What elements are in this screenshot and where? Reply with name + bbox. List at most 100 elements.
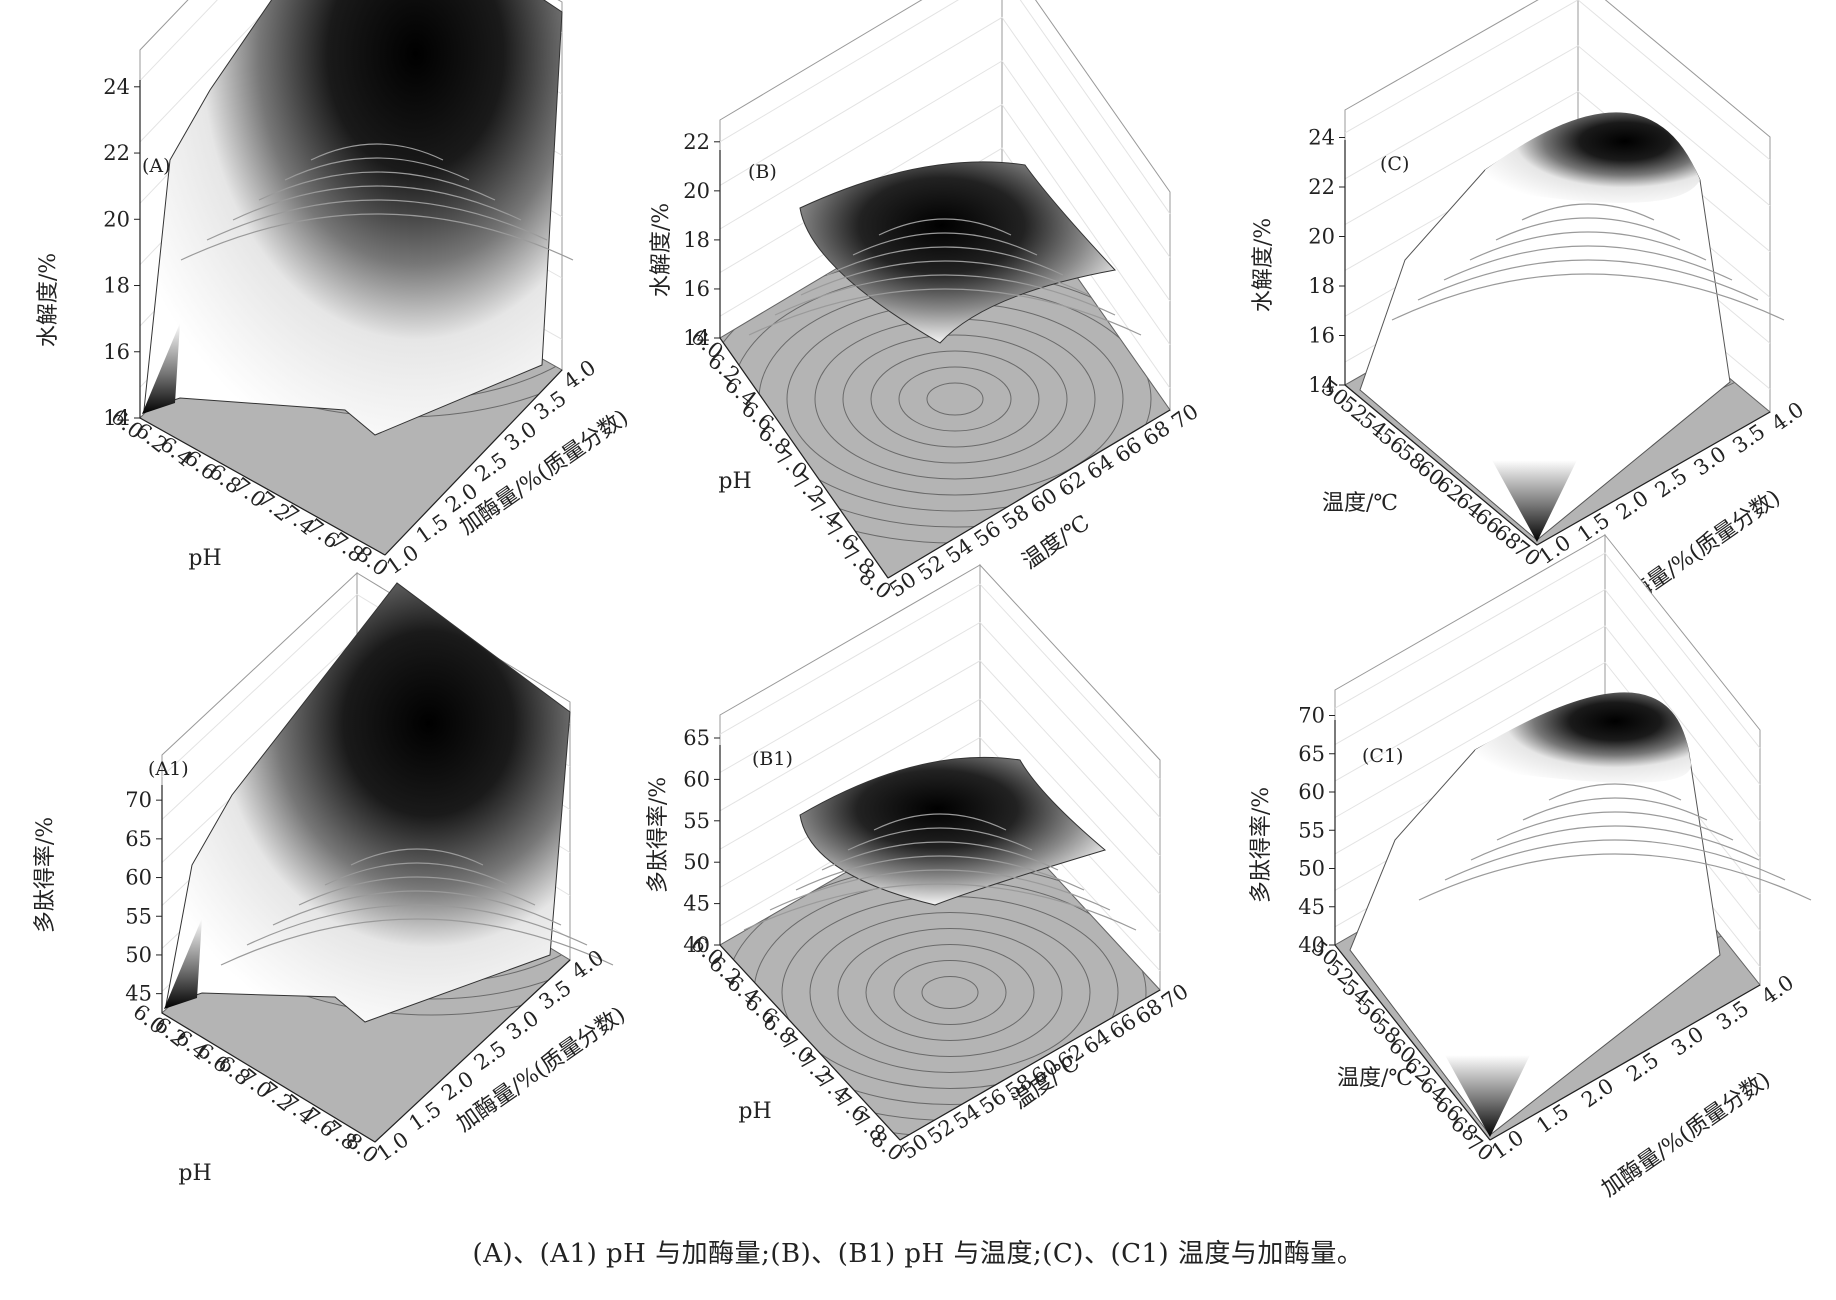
z-tick-label: 24 xyxy=(1308,126,1335,150)
floor-contour xyxy=(837,928,1063,1057)
surface-contour xyxy=(1443,245,1733,281)
z-tick-label: 24 xyxy=(103,75,130,99)
z-tick-label: 65 xyxy=(683,726,710,750)
z-tick-label: 70 xyxy=(125,788,152,812)
wall-gridline xyxy=(1344,0,1771,161)
surface-contour xyxy=(206,199,548,241)
z-tick-label: 16 xyxy=(1308,324,1335,348)
surface-left-edge xyxy=(142,323,180,414)
surface-valley xyxy=(1492,460,1577,542)
surface-contour xyxy=(1417,259,1759,301)
y-axis-line xyxy=(887,409,1171,579)
surface-contour xyxy=(310,143,444,161)
surface-peak-shading xyxy=(1475,692,1691,783)
floor-contour xyxy=(921,976,979,1009)
z-tick-label: 22 xyxy=(1308,175,1335,199)
y-axis-line xyxy=(1489,984,1761,1141)
response-surface xyxy=(799,161,1116,344)
wall-gridline xyxy=(719,147,1171,389)
wall-gridline xyxy=(719,583,1161,780)
surface-contour xyxy=(350,848,484,866)
x-axis-line xyxy=(139,417,386,556)
z-axis-title: 水解度/% xyxy=(36,253,61,347)
y-tick-label: 70 xyxy=(1167,399,1203,434)
surface-contour xyxy=(298,876,536,906)
surface-contour xyxy=(800,260,1090,296)
z-tick-label: 14 xyxy=(683,326,710,350)
surface-contour xyxy=(873,813,1007,831)
x-axis-line xyxy=(1344,384,1538,546)
z-tick-label: 45 xyxy=(683,892,710,916)
surface-left-edge xyxy=(164,918,202,1009)
floor-contour xyxy=(926,382,984,416)
surface-contour xyxy=(1495,217,1681,241)
panel-label: (B) xyxy=(748,161,777,183)
floor-contour xyxy=(809,912,1091,1073)
surface-contour xyxy=(1521,203,1655,221)
wall-gridline xyxy=(1334,588,1761,785)
surface-contour xyxy=(1548,783,1682,801)
surface-contour xyxy=(180,213,574,261)
z-tick-label: 50 xyxy=(125,943,152,967)
surface-contour xyxy=(826,246,1064,276)
z-tick-label: 55 xyxy=(1298,818,1325,842)
z-tick-label: 45 xyxy=(125,982,152,1006)
surface-contour xyxy=(1469,231,1707,261)
panel-b1: 4045505560656.06.26.46.66.87.07.27.47.67… xyxy=(646,563,1193,1166)
wall-gridline xyxy=(1344,90,1771,252)
panel-label: (A1) xyxy=(148,758,189,780)
panel-label: (A) xyxy=(142,155,171,177)
x-axis-title: 温度/℃ xyxy=(1337,1066,1413,1091)
surface-contour xyxy=(258,171,496,201)
wall-gridline xyxy=(719,0,1171,215)
panel-label: (C1) xyxy=(1362,745,1403,767)
floor-contour xyxy=(865,944,1035,1041)
z-tick-label: 16 xyxy=(683,277,710,301)
z-tick-label: 65 xyxy=(1298,742,1325,766)
x-axis-line xyxy=(719,944,901,1141)
surface-peak-shading xyxy=(1485,112,1700,203)
response-surface xyxy=(165,582,571,1023)
surface-contour xyxy=(743,883,1137,931)
surface-contour xyxy=(1522,797,1708,821)
wall-gridline xyxy=(1334,625,1761,822)
surface-contour xyxy=(246,904,588,946)
z-tick-label: 45 xyxy=(1298,895,1325,919)
panel-a: 1416182022246.06.26.46.66.87.07.27.47.67… xyxy=(36,0,633,581)
z-tick-label: 14 xyxy=(103,406,130,430)
z-tick-label: 60 xyxy=(125,866,152,890)
surface-contour xyxy=(232,185,522,221)
z-tick-label: 60 xyxy=(683,767,710,791)
z-tick-label: 70 xyxy=(1298,704,1325,728)
y-axis-line xyxy=(374,959,571,1143)
surface-contour xyxy=(1470,825,1760,861)
z-axis-title: 多肽得率/% xyxy=(33,817,58,933)
wall-gridline xyxy=(719,698,1161,895)
response-surface xyxy=(143,0,563,436)
z-axis-title: 多肽得率/% xyxy=(646,777,671,893)
figure-caption: (A)、(A1) pH 与加酶量;(B)、(B1) pH 与温度;(C)、(C1… xyxy=(472,1239,1364,1269)
z-tick-label: 55 xyxy=(683,809,710,833)
y-tick-label: 4.0 xyxy=(559,355,600,394)
z-tick-label: 40 xyxy=(1298,933,1325,957)
panel-label: (C) xyxy=(1380,153,1409,175)
z-tick-label: 22 xyxy=(683,130,710,154)
surface-contour xyxy=(1391,273,1785,321)
surface-contour xyxy=(748,288,1142,336)
wall-gridline xyxy=(719,660,1161,857)
surface-contour xyxy=(847,827,1033,851)
z-tick-label: 50 xyxy=(683,850,710,874)
panel-a1: 4550556065706.06.26.46.66.87.07.27.47.67… xyxy=(33,571,630,1186)
x-axis-line xyxy=(1334,944,1491,1141)
z-tick-label: 20 xyxy=(103,207,130,231)
surface-contour xyxy=(1496,811,1734,841)
panel-label: (B1) xyxy=(752,748,793,770)
x-axis-title: pH xyxy=(178,1161,211,1186)
z-tick-label: 18 xyxy=(683,228,710,252)
wall-gridline xyxy=(1344,45,1771,207)
surface-contour xyxy=(795,855,1085,891)
floor-contour xyxy=(842,334,1068,464)
y-axis-line xyxy=(1536,411,1771,546)
panel-b: 14161820226.06.26.46.66.87.07.27.47.67.8… xyxy=(649,0,1203,604)
